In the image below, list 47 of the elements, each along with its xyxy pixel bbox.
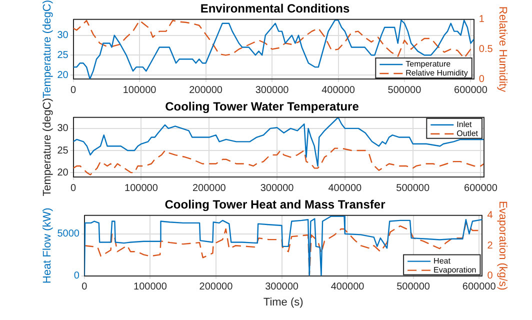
- x-tick-label: 200000: [192, 182, 226, 194]
- legend-label: Relative Humidity: [406, 68, 468, 78]
- y2-tick-label: 0: [487, 270, 494, 282]
- y-tick-label: 20: [57, 70, 69, 81]
- y2-tick-label: 4: [487, 210, 494, 222]
- x-axis-title: Time (s): [263, 296, 304, 308]
- y2-axis-title: Evaporation (kg/s): [496, 200, 508, 290]
- legend-label: Evaporation: [434, 266, 476, 275]
- y-tick-label: 25: [57, 50, 69, 61]
- x-tick-label: 0: [82, 282, 88, 293]
- x-tick-label: 100000: [134, 282, 168, 293]
- chart-title: Cooling Tower Heat and Mass Transfer: [164, 198, 386, 212]
- y2-axis-title: Relative Humidity: [496, 6, 508, 92]
- x-tick-label: 300000: [265, 282, 299, 293]
- x-tick-label: 200000: [199, 282, 234, 293]
- y-tick-label: 30: [57, 30, 69, 42]
- x-tick-label: 100000: [122, 84, 157, 96]
- y2-tick-label: 0.5: [478, 44, 494, 55]
- x-tick-label: 500000: [396, 182, 430, 194]
- y-tick-label: 5000: [57, 228, 80, 240]
- y-tick-label: 20: [57, 167, 69, 178]
- x-tick-label: 400000: [330, 282, 365, 293]
- x-tick-label: 600000: [464, 182, 498, 194]
- y-tick-label: 25: [57, 145, 69, 156]
- x-tick-label: 300000: [260, 182, 294, 194]
- x-tick-label: 200000: [189, 84, 223, 96]
- x-tick-label: 600000: [454, 84, 488, 96]
- y-axis-title: Heat Flow (kW): [42, 208, 54, 284]
- y2-tick-label: 0: [478, 74, 485, 85]
- x-tick-label: 400000: [322, 84, 356, 96]
- y2-tick-label: 1: [478, 14, 485, 26]
- y-axis-title: Temperature (degC): [42, 98, 54, 196]
- x-tick-label: 600000: [462, 282, 496, 293]
- chart-title: Cooling Tower Water Temperature: [165, 100, 360, 114]
- x-tick-label: 100000: [124, 182, 158, 194]
- legend-label: Temperature: [406, 60, 452, 69]
- x-tick-label: 500000: [388, 84, 422, 96]
- x-tick-label: 500000: [396, 282, 430, 293]
- y2-tick-label: 2: [487, 240, 494, 252]
- legend-label: Outlet: [456, 129, 479, 138]
- x-tick-label: 400000: [328, 182, 362, 194]
- y-axis-title: Temperature (degC): [42, 0, 54, 98]
- x-tick-label: 300000: [255, 84, 290, 96]
- chart-title: Environmental Conditions: [200, 2, 350, 16]
- legend-label: Inlet: [456, 120, 473, 130]
- y-tick-label: 30: [57, 123, 69, 134]
- legend-label: Heat: [434, 256, 452, 266]
